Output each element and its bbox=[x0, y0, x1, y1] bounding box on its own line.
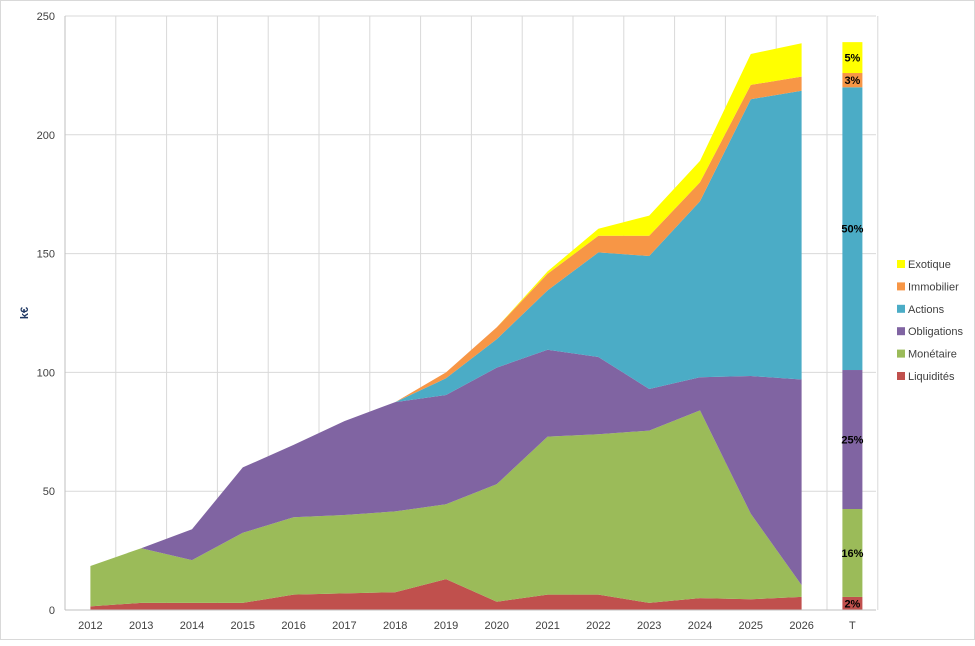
legend-swatch-exotique bbox=[897, 260, 905, 268]
area-obligations bbox=[90, 349, 802, 586]
x-tick-label-2018: 2018 bbox=[383, 620, 407, 632]
legend-label-exotique: Exotique bbox=[908, 259, 951, 271]
area-liquidites bbox=[90, 579, 802, 610]
x-tick-label-2024: 2024 bbox=[688, 620, 712, 632]
x-tick-label-2025: 2025 bbox=[739, 620, 763, 632]
legend-label-actions: Actions bbox=[908, 304, 945, 316]
total-bar-label-liquidites: 2% bbox=[844, 598, 860, 610]
total-bar-exotique bbox=[842, 42, 863, 74]
total-bar-monetaire bbox=[842, 509, 863, 597]
y-tick-label-1: 50 bbox=[43, 486, 55, 498]
x-tick-label-total: T bbox=[849, 620, 856, 632]
x-tick-label-2016: 2016 bbox=[281, 620, 305, 632]
legend-swatch-actions bbox=[897, 304, 905, 313]
legend-label-immobilier: Immobilier bbox=[908, 281, 959, 293]
x-tick-label-2013: 2013 bbox=[129, 620, 153, 632]
area-monetaire bbox=[90, 410, 802, 607]
total-bar-label-actions: 50% bbox=[841, 224, 863, 236]
x-tick-label-2019: 2019 bbox=[434, 620, 458, 632]
total-bar-immobilier bbox=[842, 73, 863, 88]
x-tick-label-2021: 2021 bbox=[535, 620, 559, 632]
area-immobilier bbox=[90, 76, 802, 566]
y-tick-label-0: 0 bbox=[49, 605, 55, 617]
area-actions bbox=[90, 90, 802, 567]
legend-label-obligations: Obligations bbox=[908, 326, 964, 338]
total-bar-label-immobilier: 3% bbox=[844, 75, 860, 87]
legend-label-liquidites: Liquidités bbox=[908, 371, 955, 383]
legend-swatch-immobilier bbox=[897, 282, 905, 291]
x-tick-label-2014: 2014 bbox=[180, 620, 204, 632]
legend-swatch-obligations bbox=[897, 327, 905, 336]
legend-swatch-liquidites bbox=[897, 372, 905, 380]
y-tick-label-3: 150 bbox=[37, 249, 55, 261]
y-tick-label-5: 250 bbox=[37, 11, 55, 23]
x-tick-label-2020: 2020 bbox=[485, 620, 509, 632]
x-tick-label-2026: 2026 bbox=[789, 620, 813, 632]
total-bar-label-obligations: 25% bbox=[841, 435, 863, 447]
x-tick-label-2012: 2012 bbox=[78, 620, 102, 632]
x-tick-label-2017: 2017 bbox=[332, 620, 356, 632]
x-tick-label-2015: 2015 bbox=[231, 620, 255, 632]
legend-label-monetaire: Monétaire bbox=[908, 349, 957, 361]
legend-swatch-monetaire bbox=[897, 349, 905, 358]
total-bar-label-monetaire: 16% bbox=[841, 548, 863, 560]
y-tick-label-4: 200 bbox=[37, 130, 55, 142]
y-axis-title: k€ bbox=[19, 307, 31, 319]
y-tick-label-2: 100 bbox=[37, 367, 55, 379]
total-bar-obligations bbox=[842, 370, 863, 510]
x-tick-label-2023: 2023 bbox=[637, 620, 661, 632]
x-tick-label-2022: 2022 bbox=[586, 620, 610, 632]
total-bar-actions bbox=[842, 87, 863, 371]
total-bar-label-exotique: 5% bbox=[844, 53, 860, 65]
total-bar-liquidites bbox=[842, 596, 863, 610]
